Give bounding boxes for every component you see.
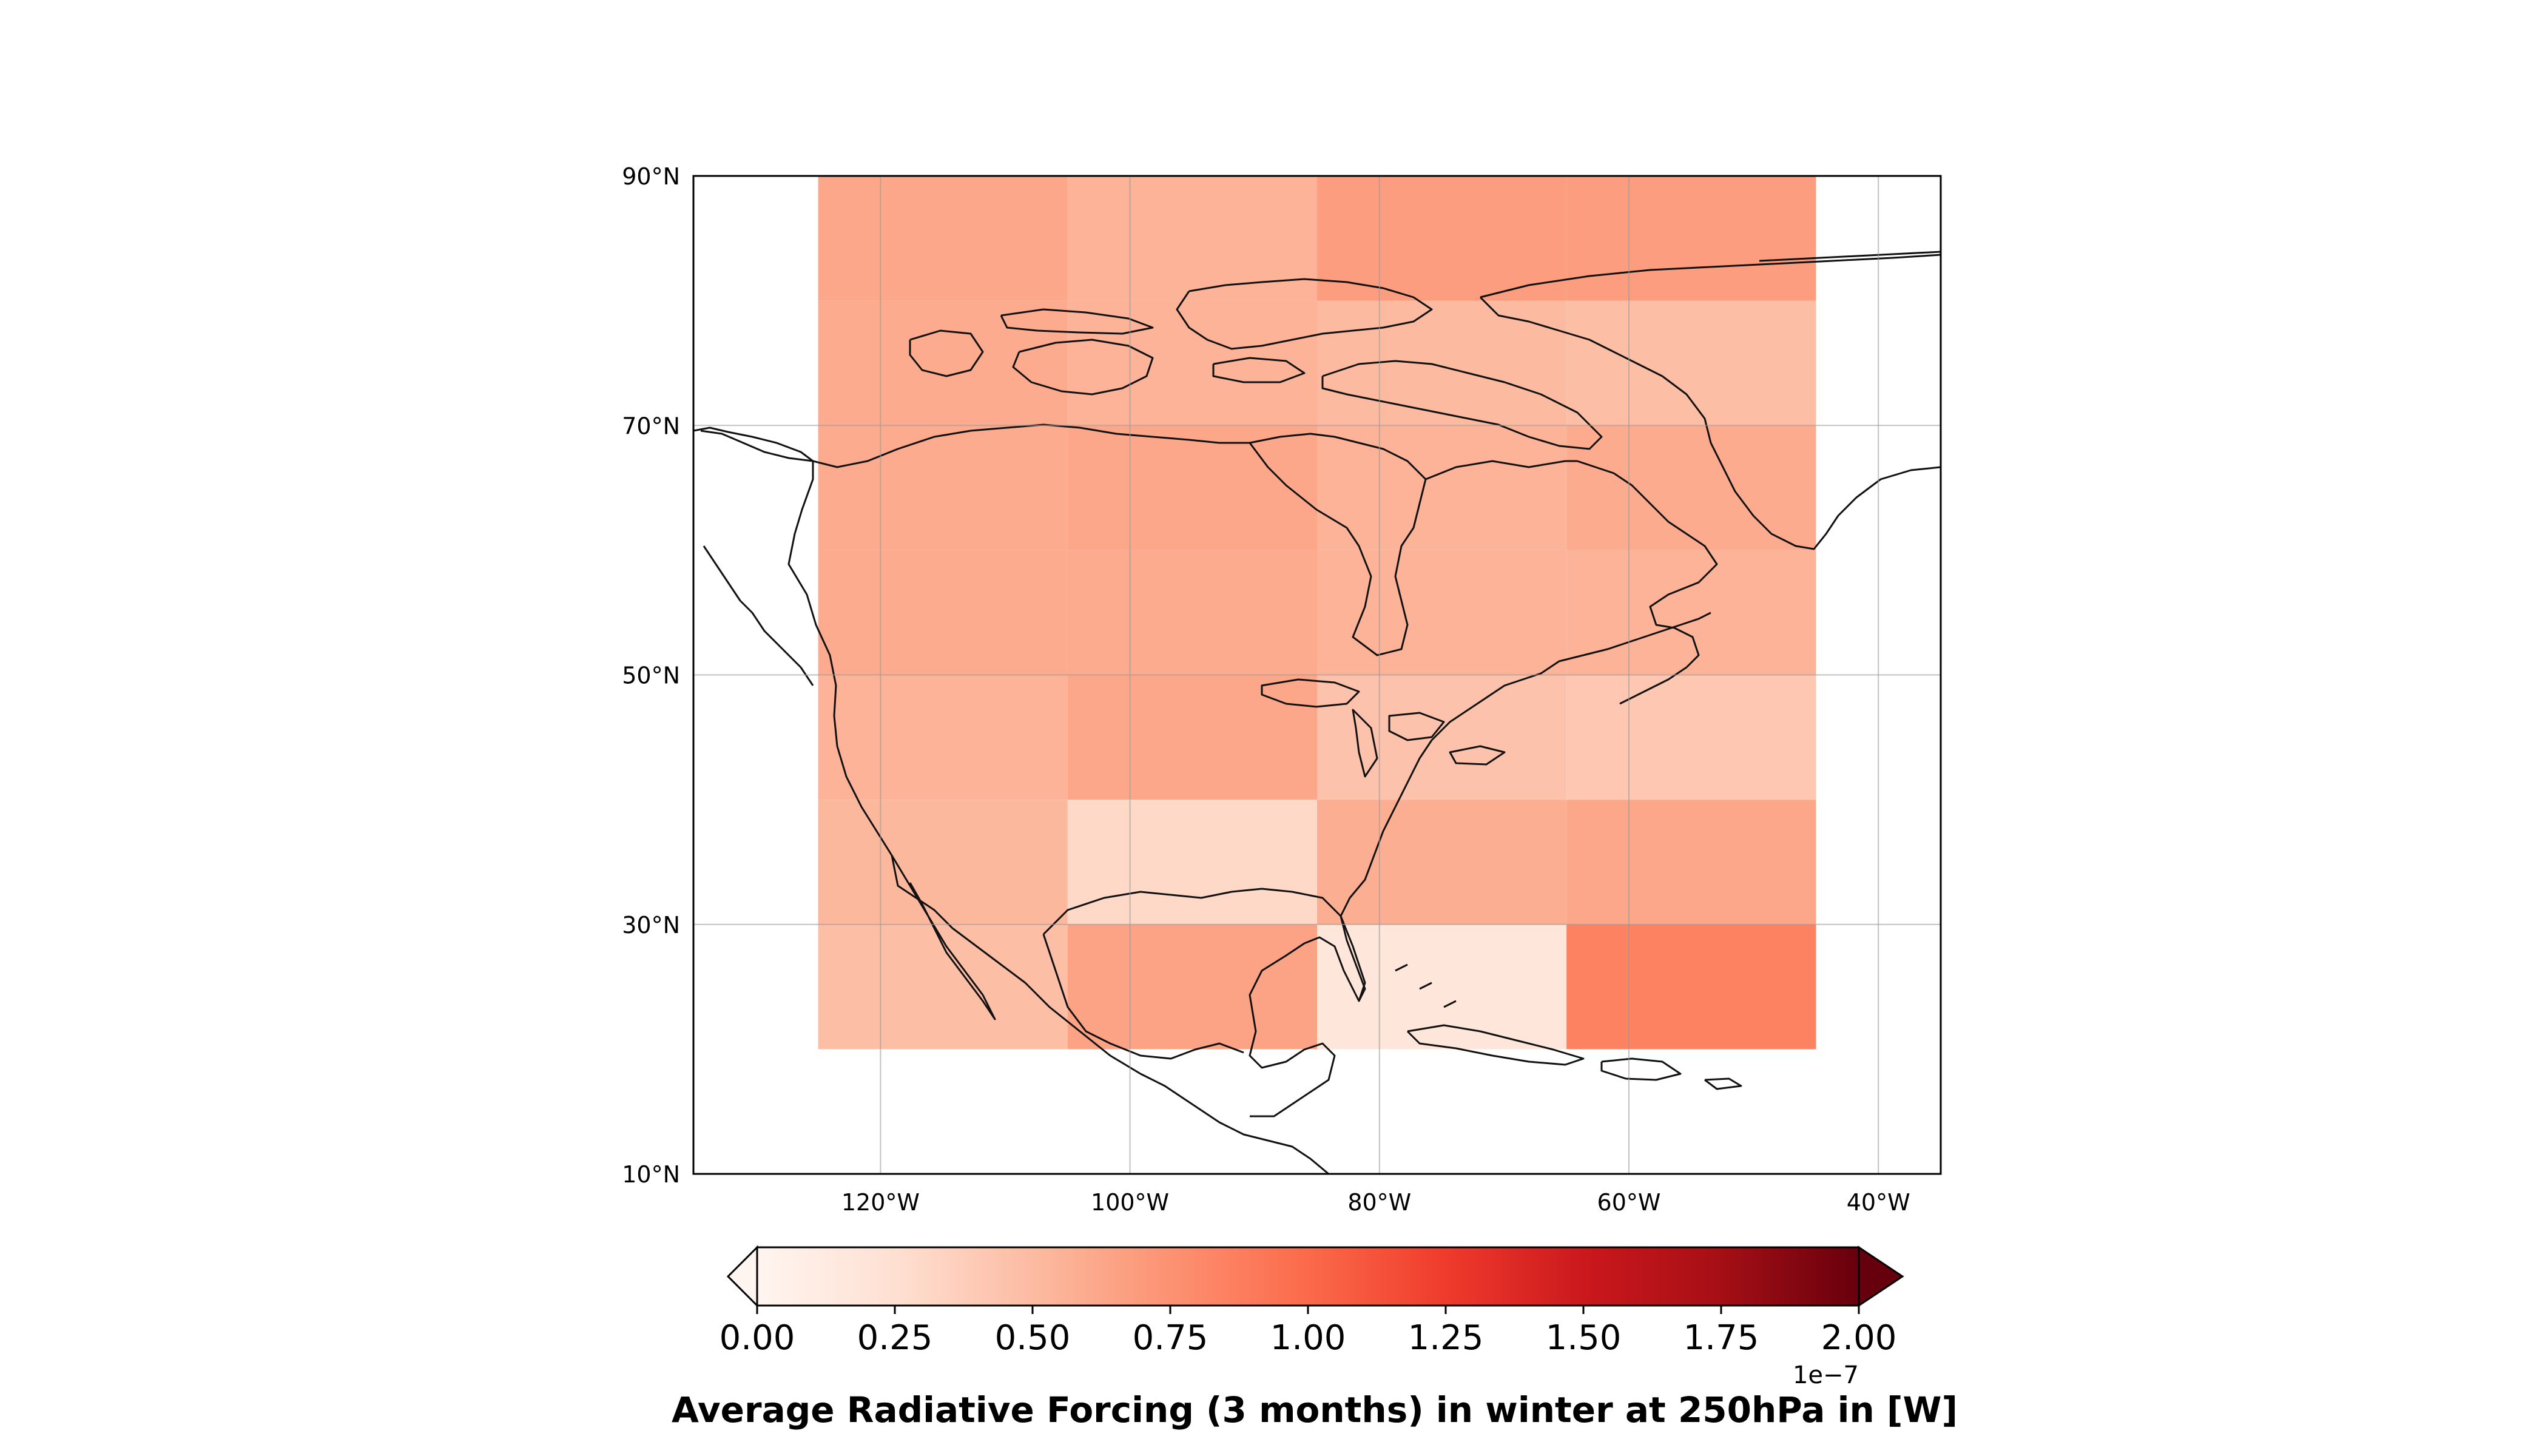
heatmap-cell xyxy=(1067,300,1317,426)
heatmap-cell xyxy=(1067,924,1317,1050)
coastline-devon-island xyxy=(1212,357,1306,383)
coastline-banks-island xyxy=(909,329,984,377)
coastline-hispaniola xyxy=(1600,1057,1682,1081)
coastline-cuba xyxy=(1406,1024,1585,1066)
coastline-gulf xyxy=(1042,888,1366,1117)
coastline-greenland xyxy=(1479,254,1941,550)
heatmap-cell xyxy=(1067,176,1317,301)
colorbar-ticks: 0.00 0.25 0.50 0.75 1.00 1.25 1.50 1.75 2.00 xyxy=(720,1306,1897,1358)
y-axis-ticks: 10°N 30°N 50°N 70°N 90°N xyxy=(622,163,680,1188)
heatmap-cell xyxy=(1566,675,1816,800)
heatmap-cell xyxy=(818,300,1068,426)
heatmap-cell xyxy=(1067,550,1317,675)
heatmap-cell xyxy=(1566,550,1816,675)
heatmap-cell xyxy=(818,675,1068,800)
coastline-parry-islands xyxy=(1000,308,1154,335)
heatmap-cell xyxy=(1067,675,1317,800)
colorbar-extend-high xyxy=(1858,1245,1904,1307)
colorbar: 0.00 0.25 0.50 0.75 1.00 1.25 1.50 1.75 2.00 1e−… xyxy=(672,1245,1958,1431)
coastline-baffin-inlet xyxy=(1425,460,1577,480)
heatmap-cell xyxy=(818,176,1068,301)
colorbar-tick-label: 0.25 xyxy=(857,1318,933,1358)
heatmap-cell xyxy=(1566,924,1816,1050)
coastline-bahamas xyxy=(1395,963,1457,1008)
colorbar-extend-low xyxy=(726,1245,758,1308)
heatmap-cell xyxy=(1566,176,1816,301)
heatmap-cell xyxy=(1317,300,1567,426)
heatmap-cell xyxy=(1317,176,1567,301)
colorbar-tick-label: 0.75 xyxy=(1133,1318,1208,1358)
y-tick-label: 30°N xyxy=(622,912,680,939)
heatmap-cell xyxy=(1317,425,1567,550)
coastline-greenland-north xyxy=(1759,251,1941,262)
coastline-bc-islands xyxy=(703,545,814,686)
colorbar-tick-label: 1.50 xyxy=(1546,1318,1622,1358)
heatmap-cells xyxy=(818,176,1816,1050)
coastline-hudson-bay xyxy=(1249,433,1427,656)
coastline-east xyxy=(1340,612,1711,917)
x-tick-label: 100°W xyxy=(1091,1189,1169,1216)
heatmap-cell xyxy=(1566,300,1816,426)
heatmap-cell xyxy=(818,425,1068,550)
coastline-florida xyxy=(1340,915,1366,1002)
coastlines xyxy=(693,251,1941,1174)
heatmap-cell xyxy=(1317,675,1567,800)
colorbar-tick-label: 2.00 xyxy=(1821,1318,1897,1358)
colorbar-tick-label: 1.75 xyxy=(1684,1318,1759,1358)
coastline-great-lakes xyxy=(1261,678,1506,778)
coastline-baffin-island xyxy=(1321,360,1603,450)
coastline-ellesmere xyxy=(1176,278,1433,350)
y-tick-label: 50°N xyxy=(622,662,680,689)
coastline-atlantic-canada xyxy=(1577,460,1718,705)
heatmap-cell xyxy=(1317,924,1567,1050)
heatmap-cell xyxy=(1317,550,1567,675)
y-tick-label: 10°N xyxy=(622,1161,680,1188)
map-area xyxy=(693,176,1941,1174)
heatmap-cell xyxy=(1566,800,1816,925)
heatmap-cell xyxy=(1566,425,1816,550)
colorbar-tick-label: 1.25 xyxy=(1408,1318,1484,1358)
x-axis-ticks: 120°W 100°W 80°W 60°W 40°W xyxy=(841,1189,1910,1216)
coastline-mexico-gulf xyxy=(1042,934,1244,1060)
coastline-west xyxy=(700,430,1329,1174)
graticule xyxy=(693,176,1941,1174)
colorbar-tick-label: 0.00 xyxy=(720,1318,795,1358)
heatmap-cell xyxy=(818,550,1068,675)
colorbar-exponent: 1e−7 xyxy=(1793,1361,1859,1389)
heatmap-cell xyxy=(818,800,1068,925)
coastline-alaska-north xyxy=(693,426,814,462)
heatmap-cell xyxy=(1067,425,1317,550)
map-frame xyxy=(692,175,1942,1175)
x-tick-label: 120°W xyxy=(841,1189,920,1216)
colorbar-tick-label: 0.50 xyxy=(995,1318,1071,1358)
coastline-arctic-mainland xyxy=(812,423,1250,468)
coastline-baja xyxy=(891,855,996,1020)
x-tick-label: 80°W xyxy=(1347,1189,1411,1216)
heatmap-cell xyxy=(1067,800,1317,925)
y-tick-label: 90°N xyxy=(622,163,680,190)
colorbar-bar xyxy=(756,1246,1860,1307)
colorbar-tick-label: 1.00 xyxy=(1270,1318,1346,1358)
colorbar-label: Average Radiative Forcing (3 months) in … xyxy=(672,1389,1958,1431)
y-tick-label: 70°N xyxy=(622,413,680,439)
coastline-victoria-island xyxy=(1012,339,1154,396)
heatmap-cell xyxy=(1317,800,1567,925)
x-tick-label: 60°W xyxy=(1597,1189,1661,1216)
coastline-puerto-rico xyxy=(1704,1077,1742,1090)
x-tick-label: 40°W xyxy=(1847,1189,1910,1216)
